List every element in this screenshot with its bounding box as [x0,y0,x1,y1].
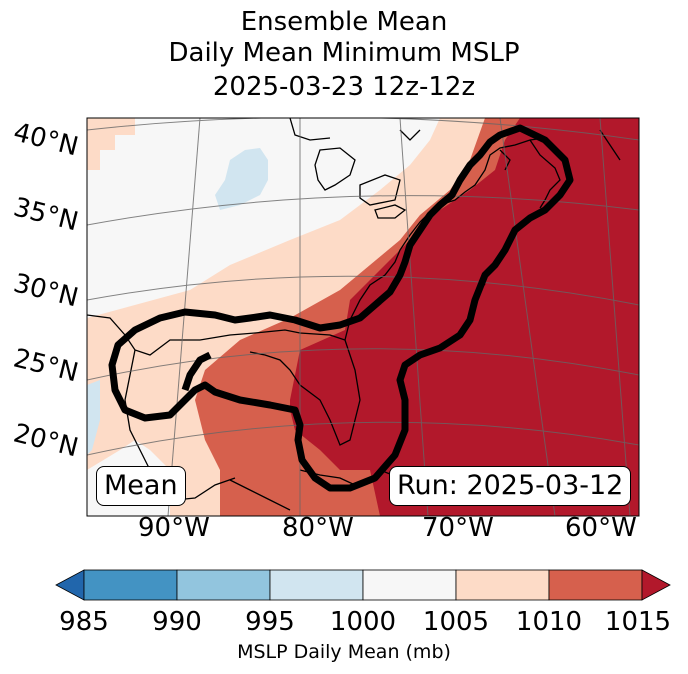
chart-title-line2: Daily Mean Minimum MSLP [168,38,520,68]
colorbar-tick: 1010 [515,607,583,637]
chart-title-line1: Ensemble Mean [240,7,448,37]
colorbar-extend-high [641,569,671,601]
colorbar-seg-1010 [548,569,643,601]
colorbar-seg-985 [83,569,178,601]
colorbar-seg-990 [176,569,271,601]
ensemble-mean-contour [108,124,574,492]
field-above-1015 [290,118,639,516]
colorbar-label: MSLP Daily Mean (mb) [237,641,451,663]
colorbar-seg-995 [269,569,364,601]
field-1005-1010 [87,118,135,170]
chart-title-line3: 2025-03-23 12z-12z [212,72,476,102]
colorbar-tick: 1005 [422,607,490,637]
colorbar-seg-1000 [362,569,457,601]
lon-label: 90°W [138,513,210,543]
colorbar-tick: 995 [245,607,295,637]
mean-label-box: Mean [96,466,186,506]
graticule [87,118,639,516]
field-995-1000 [215,148,268,210]
colorbar-tick: 1000 [329,607,397,637]
run-date-box: Run: 2025-03-12 [389,466,632,506]
map-frame [86,117,640,517]
colorbar-tick: 1015 [604,607,672,637]
colorbar-seg-1005 [455,569,550,601]
field-995-1000 [87,380,100,455]
lon-label: 70°W [422,513,494,543]
lon-label: 80°W [282,513,354,543]
lon-label: 60°W [565,513,637,543]
colorbar-tick: 985 [59,607,109,637]
colorbar-tick: 990 [152,607,202,637]
colorbar [55,569,671,601]
colorbar-extend-low [55,569,85,601]
ensemble-mean-contour-inner [181,351,212,392]
